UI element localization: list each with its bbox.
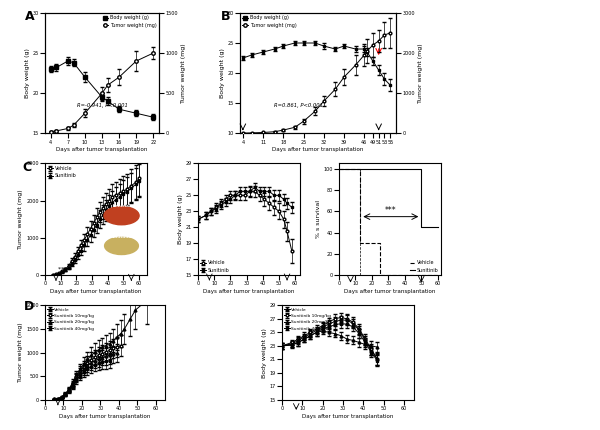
Legend: Body weight (g), Tumor weight (mg): Body weight (g), Tumor weight (mg)	[242, 15, 296, 28]
Line: Vehicle: Vehicle	[339, 169, 438, 275]
Text: C: C	[23, 161, 32, 174]
X-axis label: Days after tumor transplantation: Days after tumor transplantation	[203, 289, 295, 294]
X-axis label: Days after tumor transplantation: Days after tumor transplantation	[50, 289, 142, 294]
Text: Vehicle: Vehicle	[113, 205, 130, 209]
Vehicle	[377, 273, 384, 278]
Legend: Body weight (g), Tumor weight (mg): Body weight (g), Tumor weight (mg)	[103, 15, 157, 28]
Y-axis label: Tumor weight (mg): Tumor weight (mg)	[181, 43, 185, 103]
Y-axis label: Body weight (g): Body weight (g)	[178, 194, 183, 244]
Y-axis label: Body weight (g): Body weight (g)	[220, 48, 225, 98]
Y-axis label: Body weight (g): Body weight (g)	[262, 328, 267, 378]
Vehicle	[335, 166, 343, 171]
Y-axis label: Tumor weight (mg): Tumor weight (mg)	[418, 43, 422, 103]
Text: B: B	[221, 10, 231, 24]
Text: ***: ***	[385, 206, 397, 215]
Sunitinib	[434, 225, 442, 230]
Text: R=0.861, P<0.001: R=0.861, P<0.001	[274, 103, 323, 108]
Line: Sunitinib: Sunitinib	[339, 169, 438, 227]
Legend: Vehicle, Sunitinib 10mg/kg, Sunitinib 20mg/kg, Sunitinib 40mg/kg: Vehicle, Sunitinib 10mg/kg, Sunitinib 20…	[47, 307, 94, 331]
Vehicle	[377, 241, 384, 246]
X-axis label: Days after tumor transplantation: Days after tumor transplantation	[272, 147, 364, 152]
Y-axis label: % s survival: % s survival	[316, 200, 320, 238]
Sunitinib	[418, 225, 425, 230]
Text: *: *	[64, 267, 67, 272]
Legend: Vehicle, Sunitinib: Vehicle, Sunitinib	[410, 260, 439, 273]
X-axis label: Days after tumor transplantation: Days after tumor transplantation	[59, 414, 151, 419]
Vehicle	[357, 241, 364, 246]
Sunitinib	[335, 166, 343, 171]
X-axis label: Days after tumor transplantation: Days after tumor transplantation	[344, 289, 436, 294]
Y-axis label: Tumor weight (mg): Tumor weight (mg)	[19, 190, 23, 249]
Legend: Vehicle, Sunitinib 10mg/kg, Sunitinib 20mg/kg, Sunitinib 40mg/kg: Vehicle, Sunitinib 10mg/kg, Sunitinib 20…	[284, 307, 331, 331]
Text: *: *	[61, 267, 64, 272]
Legend: Vehicle, Sunitinib: Vehicle, Sunitinib	[47, 166, 76, 178]
Text: *: *	[58, 267, 61, 272]
Text: Sunitinib: Sunitinib	[111, 235, 132, 239]
X-axis label: Days after tumor transplantation: Days after tumor transplantation	[56, 147, 148, 152]
Sunitinib	[418, 166, 425, 171]
Ellipse shape	[104, 206, 139, 225]
Text: A: A	[25, 10, 34, 24]
Ellipse shape	[104, 237, 139, 255]
Y-axis label: Tumor weight (mg): Tumor weight (mg)	[19, 323, 23, 382]
Text: R=-0.941, P<0.001: R=-0.941, P<0.001	[77, 103, 128, 108]
Vehicle	[434, 273, 442, 278]
Y-axis label: Body weight (g): Body weight (g)	[25, 48, 30, 98]
Text: D: D	[23, 300, 34, 313]
Vehicle	[357, 166, 364, 171]
Legend: Vehicle, Sunitinib: Vehicle, Sunitinib	[200, 260, 229, 273]
X-axis label: Days after tumor transplantation: Days after tumor transplantation	[302, 414, 394, 419]
